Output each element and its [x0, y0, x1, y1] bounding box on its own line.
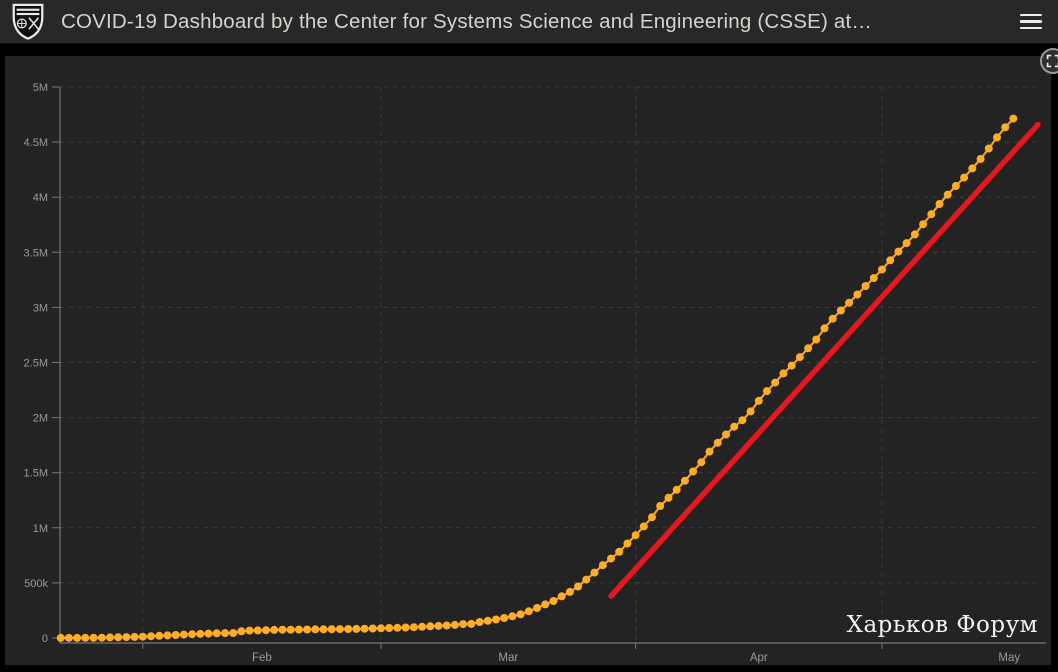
svg-text:Feb: Feb — [252, 652, 272, 664]
svg-text:1M: 1M — [33, 523, 48, 535]
svg-text:3M: 3M — [33, 302, 48, 314]
hamburger-menu-icon[interactable] — [1016, 10, 1046, 34]
expand-button[interactable] — [1040, 48, 1058, 74]
app-header: COVID-19 Dashboard by the Center for Sys… — [0, 0, 1058, 44]
svg-text:Mar: Mar — [498, 652, 518, 664]
svg-text:5M: 5M — [33, 82, 48, 94]
svg-text:1.5M: 1.5M — [24, 468, 48, 480]
svg-text:2M: 2M — [33, 413, 48, 425]
svg-text:May: May — [998, 652, 1020, 664]
covid-cases-chart[interactable]: 0 500k 1M 1.5M 2M 2.5M 3M 3.5M 4M 4.5M 5M Feb Mar Apr… — [5, 56, 1051, 665]
svg-text:4M: 4M — [33, 192, 48, 204]
expand-arrows-icon — [1046, 54, 1058, 68]
svg-text:500k: 500k — [24, 578, 48, 590]
svg-text:3.5M: 3.5M — [24, 247, 48, 259]
watermark: Харьков Форум — [846, 612, 1038, 638]
page-title: COVID-19 Dashboard by the Center for Sys… — [61, 9, 873, 33]
johns-hopkins-logo-icon — [12, 3, 44, 40]
svg-text:0: 0 — [42, 633, 48, 645]
chart-panel: 0 500k 1M 1.5M 2M 2.5M 3M 3.5M 4M 4.5M 5M Feb Mar Apr… — [5, 56, 1051, 665]
menu-bar — [1020, 26, 1042, 30]
svg-text:Apr: Apr — [750, 652, 768, 664]
svg-text:2.5M: 2.5M — [24, 358, 48, 370]
svg-text:4.5M: 4.5M — [24, 137, 48, 149]
menu-bar — [1020, 13, 1042, 17]
menu-bar — [1020, 20, 1042, 23]
